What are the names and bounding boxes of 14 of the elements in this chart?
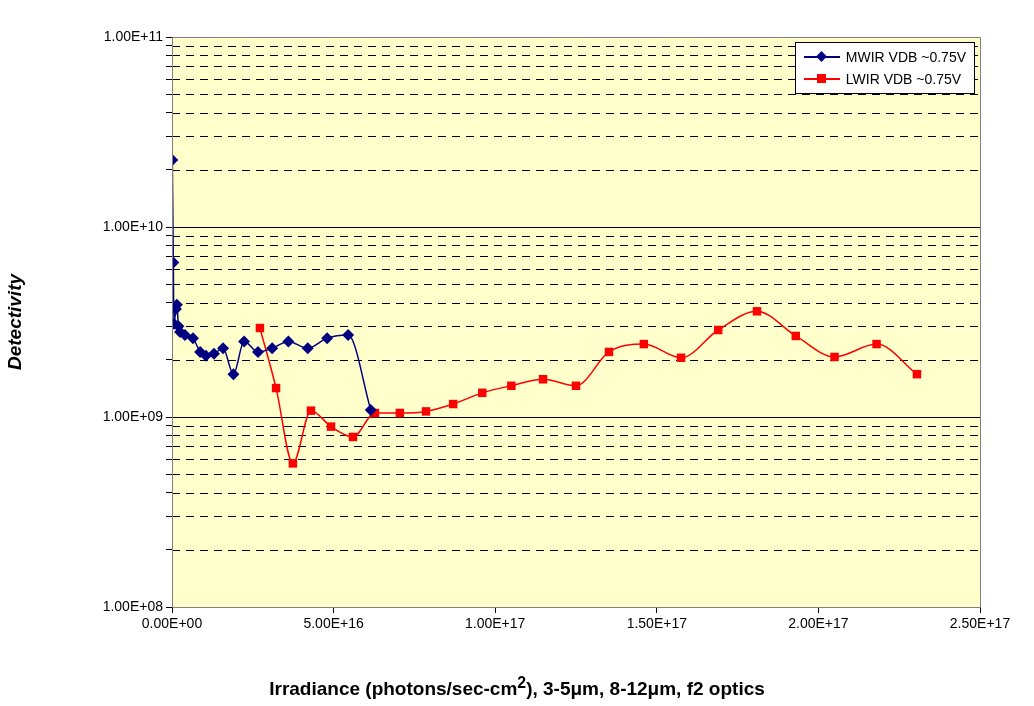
x-tick-label: 2.50E+17 <box>949 615 1011 632</box>
legend-label: LWIR VDB ~0.75V <box>845 71 962 87</box>
x-axis-title: Irradiance (photons/sec-cm$^{2}$), 3-5μm, 8-12μm, f2 optics <box>268 674 766 701</box>
x-tick-label: 2.00E+17 <box>788 615 849 632</box>
x-tick-label: 0.00E+00 <box>141 615 203 632</box>
y-tick-label: 1.00E+09 <box>102 407 164 424</box>
y-tick-label: 1.00E+11 <box>103 27 164 44</box>
y-tick-label: 1.00E+10 <box>102 217 164 234</box>
legend-label: MWIR VDB ~0.75V <box>845 49 966 65</box>
y-axis-title: Detectivity <box>3 272 25 371</box>
x-tick-label: 1.00E+17 <box>465 615 526 632</box>
x-tick-label: 1.50E+17 <box>626 615 688 632</box>
x-tick-label: 5.00E+16 <box>303 615 364 632</box>
y-tick-label: 1.00E+08 <box>102 597 164 614</box>
